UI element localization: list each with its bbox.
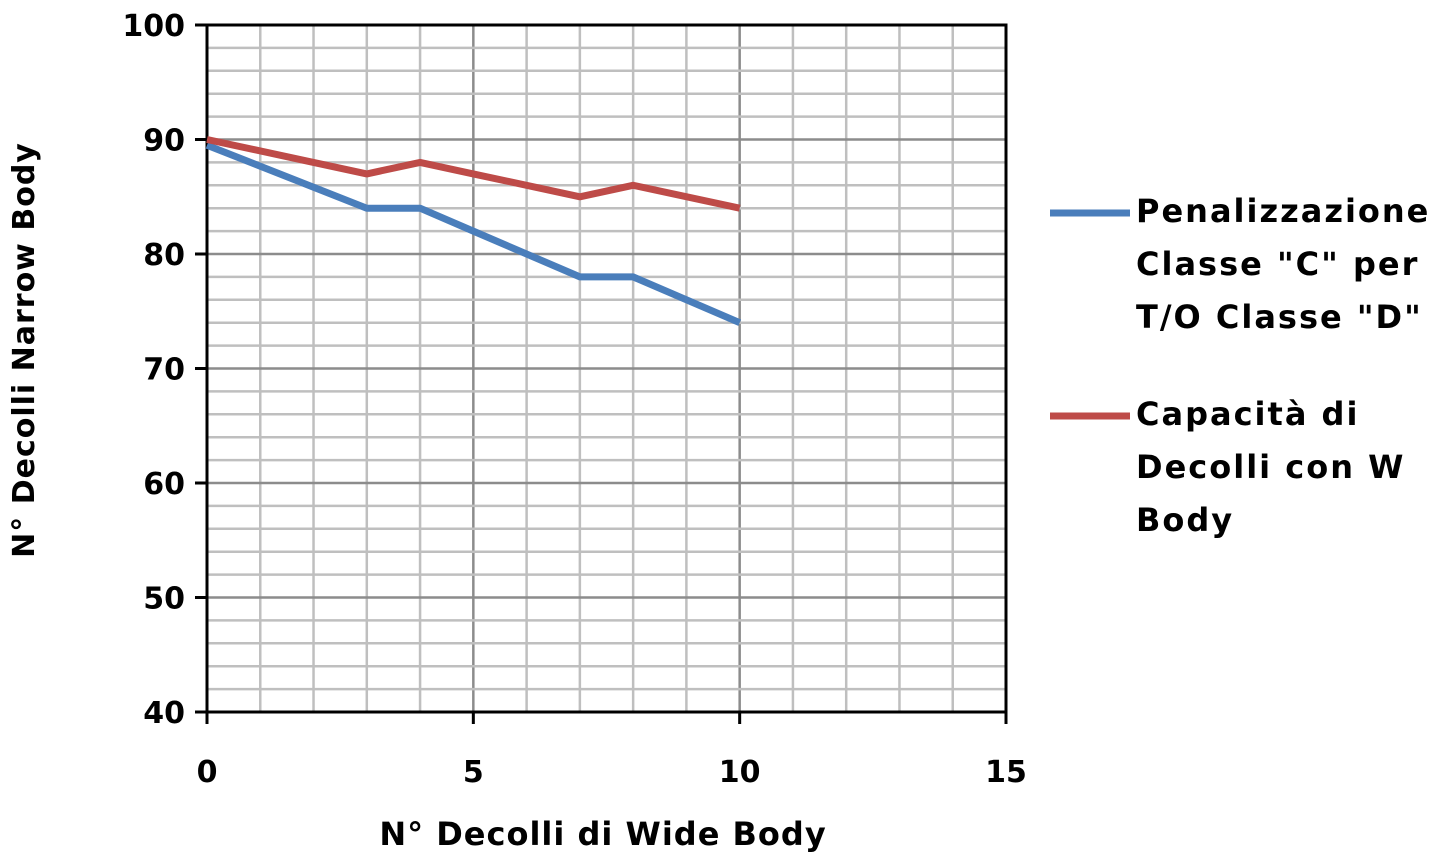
legend-label-2: Capacità di xyxy=(1136,395,1359,433)
legend-label-1: Classe "C" per i xyxy=(1136,245,1435,283)
series-lines xyxy=(205,136,742,326)
y-tick-label: 100 xyxy=(122,9,185,44)
x-tick-label: 0 xyxy=(197,755,218,790)
legend: Penalizzazione Classe "C" per i T/O Classe… xyxy=(1050,192,1435,539)
x-tick-label: 5 xyxy=(463,755,484,790)
y-axis-ticks: 40 50 60 70 80 90 100 xyxy=(122,9,207,731)
x-axis-label: N° Decolli di Wide Body xyxy=(379,815,826,853)
y-tick-label: 50 xyxy=(143,582,185,617)
series-line-2 xyxy=(206,136,741,212)
x-tick-label: 15 xyxy=(985,755,1027,790)
y-tick-label: 70 xyxy=(143,353,185,388)
legend-label-2: Body xyxy=(1136,501,1234,539)
y-tick-label: 90 xyxy=(143,124,185,159)
y-tick-label: 40 xyxy=(143,696,185,731)
legend-label-2: Decolli con W xyxy=(1136,448,1405,486)
grid xyxy=(205,23,1008,714)
legend-label-1: Penalizzazione xyxy=(1136,192,1430,230)
x-tick-label: 10 xyxy=(719,755,761,790)
y-tick-label: 80 xyxy=(143,238,185,273)
y-axis-label: N° Decolli Narrow Body xyxy=(7,142,42,558)
legend-label-1: T/O Classe "D" xyxy=(1136,298,1423,336)
series-line-1 xyxy=(205,141,742,326)
y-tick-label: 60 xyxy=(143,467,185,502)
x-axis-ticks: 0 5 10 15 xyxy=(197,712,1027,790)
